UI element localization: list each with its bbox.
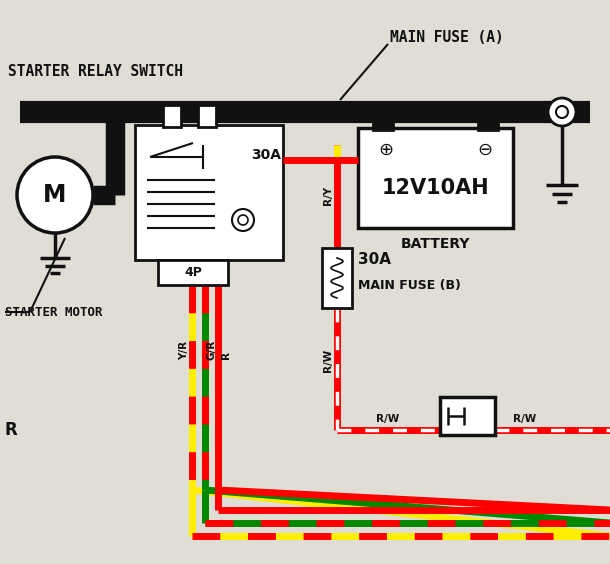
Bar bbox=[163, 105, 181, 127]
Text: MAIN FUSE (B): MAIN FUSE (B) bbox=[358, 280, 461, 293]
Text: R/W: R/W bbox=[376, 414, 400, 424]
Circle shape bbox=[556, 106, 568, 118]
Text: ⊕: ⊕ bbox=[378, 141, 393, 159]
Text: 30A: 30A bbox=[251, 148, 281, 162]
Text: MAIN FUSE (A): MAIN FUSE (A) bbox=[390, 30, 504, 46]
Text: ⊖: ⊖ bbox=[478, 141, 492, 159]
Bar bbox=[322, 248, 352, 308]
Text: Y/R: Y/R bbox=[179, 341, 189, 360]
Text: R: R bbox=[5, 421, 18, 439]
Text: M: M bbox=[43, 183, 66, 207]
Circle shape bbox=[238, 215, 248, 225]
Bar bbox=[478, 108, 498, 130]
Text: 30A: 30A bbox=[358, 253, 391, 267]
Text: R/W: R/W bbox=[514, 414, 537, 424]
Text: STARTER RELAY SWITCH: STARTER RELAY SWITCH bbox=[8, 64, 183, 80]
Circle shape bbox=[232, 209, 254, 231]
Bar bbox=[358, 128, 513, 228]
Bar bbox=[440, 397, 495, 435]
Circle shape bbox=[548, 98, 576, 126]
Text: 12V10AH: 12V10AH bbox=[382, 178, 489, 198]
Text: 4P: 4P bbox=[184, 266, 202, 279]
Text: BATTERY: BATTERY bbox=[401, 237, 470, 251]
Text: R/Y: R/Y bbox=[323, 186, 333, 205]
Bar bbox=[135, 125, 283, 260]
Text: R: R bbox=[221, 351, 231, 359]
Text: R/W: R/W bbox=[323, 349, 333, 372]
Circle shape bbox=[17, 157, 93, 233]
Text: STARTER MOTOR: STARTER MOTOR bbox=[5, 306, 102, 319]
Text: G/R: G/R bbox=[206, 340, 216, 360]
Bar bbox=[198, 105, 216, 127]
Bar bbox=[158, 260, 228, 285]
Bar bbox=[373, 108, 393, 130]
